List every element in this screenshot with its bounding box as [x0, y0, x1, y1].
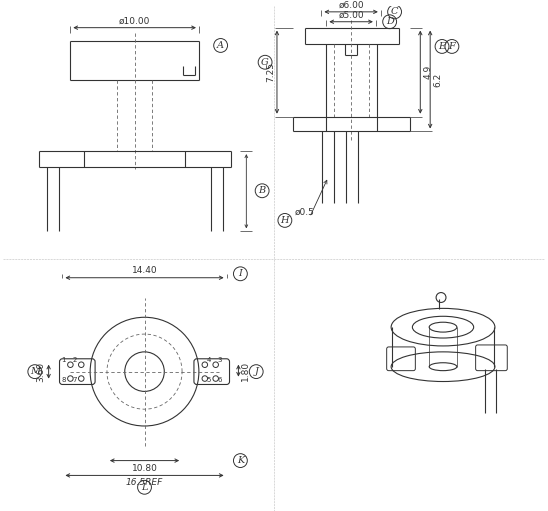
- Text: K: K: [237, 456, 244, 465]
- Text: 14.40: 14.40: [132, 266, 157, 275]
- Text: ø6.00: ø6.00: [338, 1, 364, 10]
- Text: 4.9: 4.9: [423, 65, 432, 79]
- Text: 7: 7: [72, 377, 77, 383]
- Text: E: E: [438, 42, 446, 51]
- Text: F: F: [449, 42, 455, 51]
- Text: M: M: [30, 367, 40, 376]
- Text: 6.2: 6.2: [433, 73, 442, 87]
- Text: G: G: [261, 58, 269, 67]
- Text: 3: 3: [218, 357, 222, 363]
- Text: 1: 1: [61, 357, 66, 363]
- Text: ø5.00: ø5.00: [338, 11, 364, 20]
- Text: ø10.00: ø10.00: [119, 17, 150, 26]
- Text: 2: 2: [72, 357, 77, 363]
- Text: 1.80: 1.80: [241, 361, 250, 381]
- Text: C: C: [391, 7, 398, 16]
- Text: 5: 5: [207, 377, 211, 383]
- Text: 8: 8: [61, 377, 66, 383]
- Text: 7.25: 7.25: [266, 62, 275, 82]
- Text: B: B: [259, 186, 266, 195]
- Text: 16.5REF: 16.5REF: [126, 478, 163, 487]
- Text: 10.80: 10.80: [132, 463, 157, 473]
- Text: J: J: [254, 367, 258, 376]
- Text: 4: 4: [207, 357, 211, 363]
- Text: A: A: [217, 41, 224, 50]
- Text: D: D: [386, 17, 393, 26]
- Text: H: H: [281, 216, 289, 225]
- Text: ø0.5: ø0.5: [295, 207, 315, 217]
- Text: 6: 6: [218, 377, 222, 383]
- Text: I: I: [238, 269, 242, 278]
- Text: L: L: [141, 483, 148, 492]
- Text: 3.60: 3.60: [37, 362, 45, 382]
